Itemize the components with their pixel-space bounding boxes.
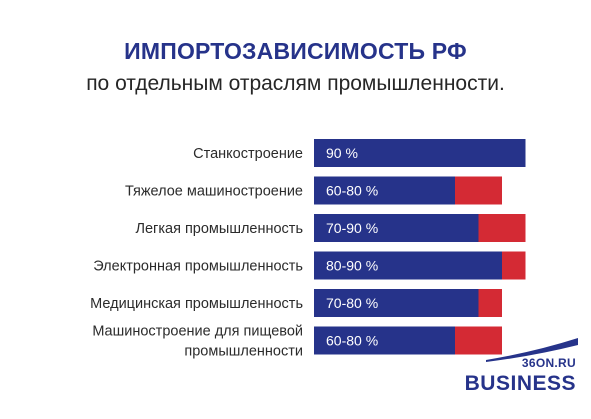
category-label: промышленности xyxy=(184,344,303,360)
chart-subtitle: по отдельным отраслям промышленности. xyxy=(86,72,505,95)
brand-logo: 36ON.RU BUSINESS xyxy=(465,336,582,408)
chart-title: ИМПОРТОЗАВИСИМОСТЬ РФ xyxy=(124,38,467,64)
category-label: Электронная промышленность xyxy=(93,259,303,275)
bar-base xyxy=(314,214,479,242)
bar-base xyxy=(314,326,455,355)
logo-wordmark: BUSINESS xyxy=(464,372,576,395)
logo-domain: 36ON.RU xyxy=(521,356,576,370)
bar-base xyxy=(314,251,502,280)
bar-value-label: 70-80 % xyxy=(326,295,378,311)
category-label: Станкостроение xyxy=(193,146,303,162)
bar-base xyxy=(314,176,455,205)
bar-range xyxy=(455,176,502,205)
bar-base xyxy=(314,139,526,167)
bar-range xyxy=(478,289,502,317)
bar-value-label: 80-90 % xyxy=(326,258,378,274)
bar-value-label: 70-90 % xyxy=(326,220,378,236)
category-label: Тяжелое машиностроение xyxy=(125,184,303,200)
bar-range xyxy=(455,326,502,355)
bar-value-label: 60-80 % xyxy=(326,333,378,349)
bar-range xyxy=(502,251,526,280)
category-label: Легкая промышленность xyxy=(135,221,303,237)
bar-base xyxy=(314,289,479,317)
category-label: Медицинская промышленность xyxy=(90,296,303,312)
bar-value-label: 90 % xyxy=(326,145,358,161)
category-label: Машиностроение для пищевой xyxy=(92,324,303,340)
bar-range xyxy=(478,214,526,242)
logo-swoosh-icon xyxy=(486,338,578,362)
bar-value-label: 60-80 % xyxy=(326,183,378,199)
